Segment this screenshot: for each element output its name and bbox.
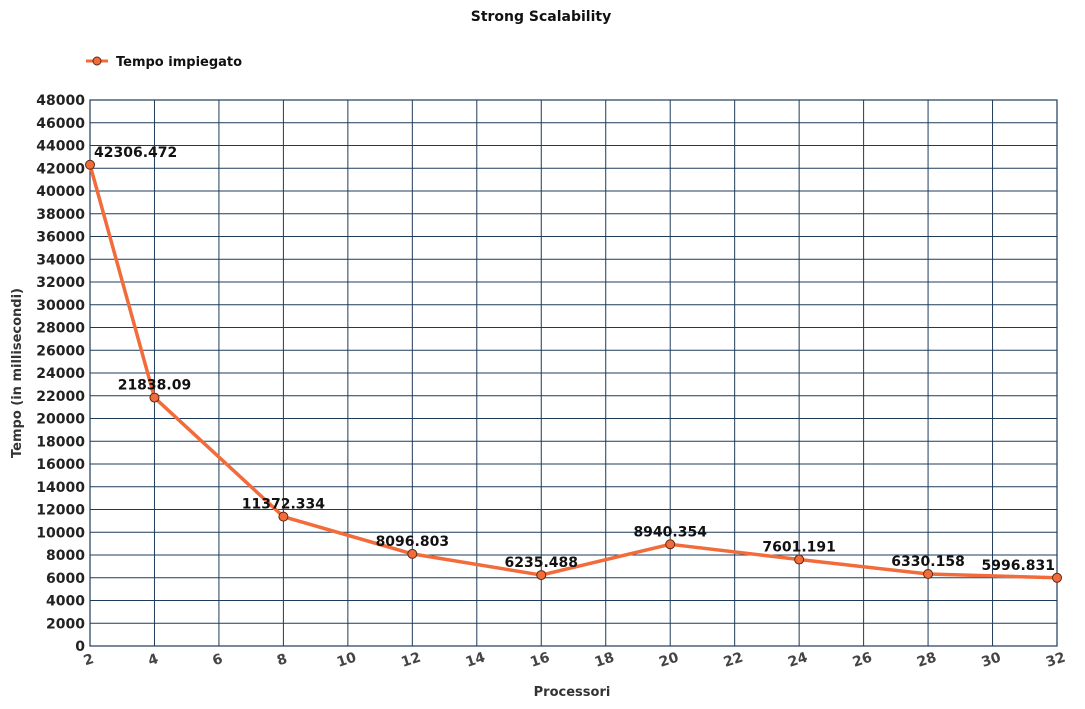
x-tick-label: 28 — [915, 650, 938, 671]
y-tick-label: 24000 — [36, 366, 85, 382]
y-axis-label: Tempo (in millisecondi) — [10, 288, 25, 458]
data-point — [923, 568, 934, 579]
data-label: 11372.334 — [242, 497, 326, 513]
y-tick-label: 18000 — [36, 434, 85, 450]
x-tick-label: 14 — [464, 649, 488, 670]
x-tick-label: 10 — [335, 649, 359, 670]
data-label: 6330.158 — [891, 554, 965, 570]
data-point — [149, 392, 160, 403]
data-point — [794, 554, 805, 565]
x-axis-label: Processori — [534, 685, 611, 700]
x-tick-label: 2 — [82, 651, 96, 669]
y-tick-label: 20000 — [36, 412, 85, 428]
data-label: 7601.191 — [762, 540, 836, 556]
y-tick-label: 34000 — [36, 252, 85, 268]
y-axis-ticks: 0 2000 4000 6000 8000 10000 12000 14000 16000 180… — [36, 93, 85, 655]
x-tick-label: 30 — [980, 649, 1004, 670]
y-tick-label: 48000 — [36, 93, 85, 109]
x-tick-label: 26 — [851, 650, 874, 671]
y-tick-label: 8000 — [46, 548, 85, 564]
legend: Tempo impiegato — [86, 55, 242, 70]
y-tick-label: 28000 — [36, 321, 85, 337]
x-tick-label: 32 — [1044, 650, 1067, 671]
data-point — [85, 159, 95, 170]
x-tick-label: 8 — [275, 651, 289, 669]
data-point — [407, 548, 418, 559]
y-tick-label: 36000 — [36, 230, 85, 246]
y-tick-label: 32000 — [36, 275, 85, 291]
y-tick-label: 38000 — [36, 207, 85, 223]
y-tick-label: 26000 — [36, 343, 85, 359]
y-tick-label: 44000 — [36, 139, 85, 155]
data-label: 6235.488 — [505, 555, 579, 571]
x-tick-label: 24 — [786, 649, 810, 670]
data-point — [1052, 572, 1062, 583]
data-label: 42306.472 — [94, 145, 177, 161]
series-tempo-impiegato: 42306.472 21838.09 11372.334 8096.803 6235.4… — [85, 145, 1062, 583]
y-tick-label: 42000 — [36, 161, 85, 177]
data-label: 5996.831 — [981, 558, 1055, 574]
x-tick-label: 16 — [528, 650, 551, 671]
data-point — [536, 570, 547, 581]
data-label: 8096.803 — [376, 534, 450, 550]
x-axis-ticks: 2 4 6 8 10 12 14 16 18 20 22 24 26 28 30 32 — [82, 649, 1068, 670]
y-tick-label: 0 — [75, 639, 85, 655]
chart-title: Strong Scalability — [471, 9, 611, 25]
y-tick-label: 10000 — [36, 525, 85, 541]
x-tick-label: 6 — [211, 651, 225, 669]
y-tick-label: 6000 — [46, 571, 85, 587]
y-tick-label: 40000 — [36, 184, 85, 200]
legend-marker — [92, 56, 102, 66]
y-tick-label: 46000 — [36, 116, 85, 132]
data-point — [665, 539, 676, 550]
data-label: 21838.09 — [118, 378, 192, 394]
y-tick-label: 12000 — [36, 503, 85, 519]
x-tick-label: 4 — [146, 651, 160, 669]
y-tick-label: 30000 — [36, 298, 85, 314]
y-tick-label: 14000 — [36, 480, 85, 496]
x-tick-label: 20 — [657, 649, 681, 670]
x-tick-label: 22 — [722, 650, 745, 671]
series-line — [88, 164, 1058, 580]
data-point — [278, 511, 289, 522]
plot-border — [89, 99, 1058, 647]
y-tick-label: 22000 — [36, 389, 85, 405]
y-tick-label: 2000 — [46, 616, 85, 632]
y-tick-label: 4000 — [46, 594, 85, 610]
x-tick-label: 12 — [399, 650, 422, 671]
x-tick-label: 18 — [593, 650, 616, 671]
y-tick-label: 16000 — [36, 457, 85, 473]
legend-label: Tempo impiegato — [116, 55, 242, 70]
data-label: 8940.354 — [633, 524, 707, 540]
